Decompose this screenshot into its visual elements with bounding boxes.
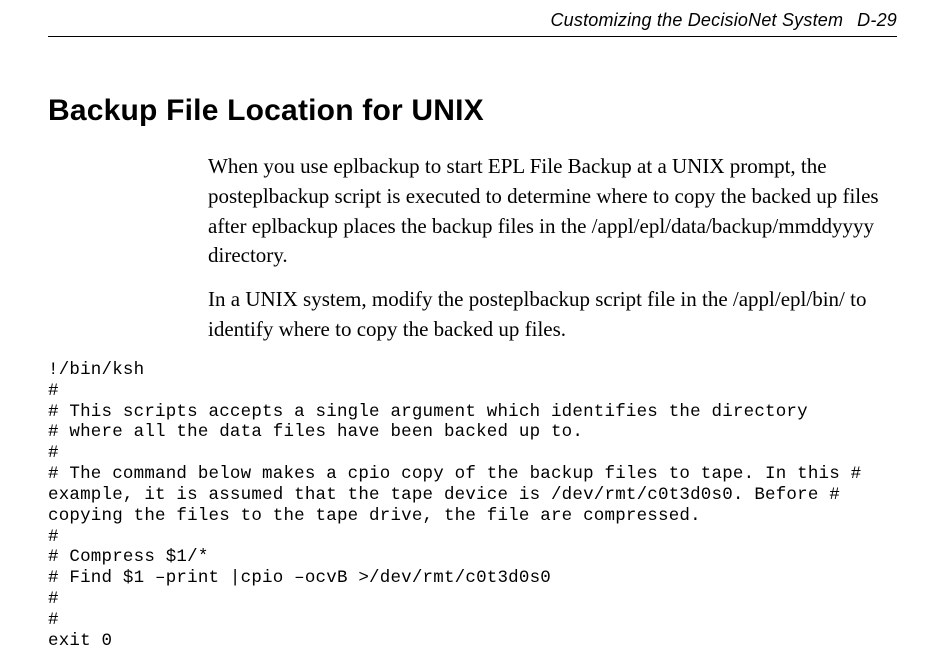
document-page: Customizing the DecisioNet System D-29 Ba… <box>0 0 931 669</box>
body-text: When you use eplbackup to start EPL File… <box>208 152 888 359</box>
code-line: exit 0 <box>48 631 112 651</box>
code-line: # Compress $1/* <box>48 547 209 567</box>
code-line: example, it is assumed that the tape dev… <box>48 485 840 505</box>
code-line: # <box>48 443 59 463</box>
running-header: Customizing the DecisioNet System D-29 <box>550 10 897 31</box>
code-line: # Find $1 –print |cpio –ocvB >/dev/rmt/c… <box>48 568 551 588</box>
code-line: !/bin/ksh <box>48 360 144 380</box>
section-heading: Backup File Location for UNIX <box>48 94 484 128</box>
code-line: copying the files to the tape drive, the… <box>48 506 701 526</box>
code-line: # where all the data files have been bac… <box>48 422 583 442</box>
page-number: D-29 <box>857 10 897 30</box>
paragraph-2: In a UNIX system, modify the posteplback… <box>208 285 888 345</box>
code-line: # <box>48 610 59 630</box>
code-line: # <box>48 589 59 609</box>
paragraph-1: When you use eplbackup to start EPL File… <box>208 152 888 271</box>
code-line: # <box>48 381 59 401</box>
running-title: Customizing the DecisioNet System <box>550 10 843 30</box>
header-rule <box>48 36 897 37</box>
code-line: # <box>48 527 59 547</box>
code-line: # The command below makes a cpio copy of… <box>48 464 861 484</box>
code-line: # This scripts accepts a single argument… <box>48 402 808 422</box>
code-listing: !/bin/ksh # # This scripts accepts a sin… <box>48 360 908 651</box>
